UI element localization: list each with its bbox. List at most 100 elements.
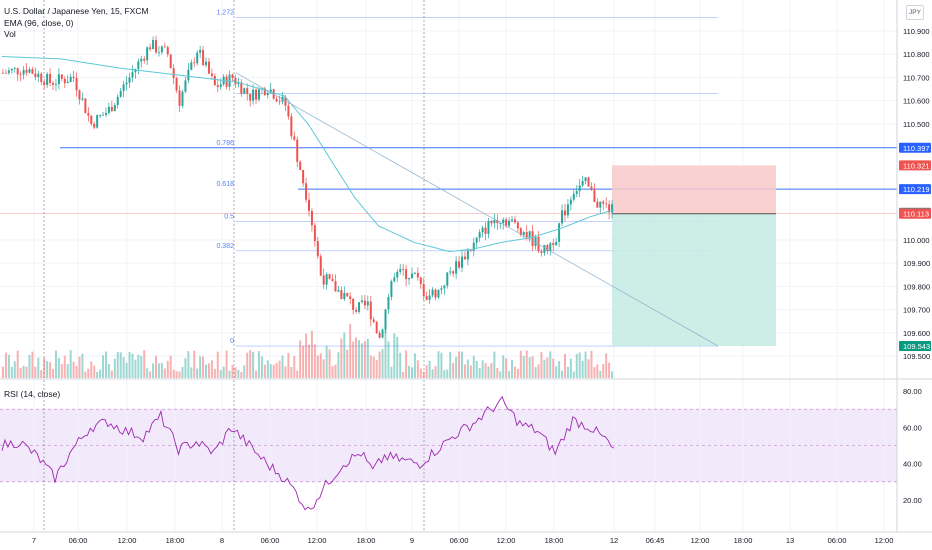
candle-body xyxy=(137,61,140,69)
volume-bar xyxy=(422,371,425,378)
volume-bar xyxy=(184,358,187,378)
volume-bar xyxy=(175,371,178,378)
volume-bar xyxy=(360,343,363,378)
volume-bar xyxy=(449,351,452,378)
candle-body xyxy=(40,73,43,82)
volume-bar xyxy=(328,349,331,378)
candle-body xyxy=(481,227,484,233)
volume-bar xyxy=(116,352,119,378)
candle-body xyxy=(16,68,19,75)
candle-body xyxy=(269,89,272,93)
candle-body xyxy=(428,295,431,300)
volume-bar xyxy=(563,353,566,378)
volume-bar xyxy=(275,362,278,378)
candle-body xyxy=(69,76,72,82)
candle-body xyxy=(566,204,569,216)
candle-body xyxy=(243,88,246,94)
candle-body xyxy=(52,82,55,85)
candle-body xyxy=(166,47,169,55)
volume-bar xyxy=(369,355,372,378)
price-tick-label: 109.700 xyxy=(903,306,930,315)
volume-bar xyxy=(487,366,490,378)
candle-body xyxy=(393,277,396,282)
take-profit-zone xyxy=(612,213,776,347)
candle-body xyxy=(313,225,316,242)
candle-body xyxy=(310,210,313,226)
candle-body xyxy=(505,219,508,226)
volume-bar xyxy=(502,355,505,378)
volume-bar xyxy=(246,352,249,378)
candle-body xyxy=(66,81,69,84)
candle-body xyxy=(581,181,584,186)
candle-body xyxy=(319,256,322,276)
candle-body xyxy=(146,47,149,61)
candle-body xyxy=(461,256,463,268)
candle-body xyxy=(28,69,31,73)
candle-body xyxy=(508,220,511,226)
candle-body xyxy=(316,241,319,257)
volume-bar xyxy=(496,368,499,378)
volume-bar xyxy=(546,357,549,378)
volume-bar xyxy=(611,371,614,378)
candle-body xyxy=(90,115,93,124)
volume-bar xyxy=(561,370,564,378)
candle-body xyxy=(575,191,578,194)
fib-level-label: 0.5 xyxy=(224,213,234,220)
volume-bar xyxy=(463,364,466,378)
volume-bar xyxy=(131,353,134,378)
volume-bar xyxy=(140,356,143,378)
candle-body xyxy=(534,237,537,247)
fib-level-label: 1.272 xyxy=(216,10,234,17)
candle-body xyxy=(487,220,490,234)
volume-bar xyxy=(431,369,434,378)
volume-bar xyxy=(149,371,152,378)
volume-bar xyxy=(528,357,531,378)
candle-body xyxy=(340,290,343,299)
candle-body xyxy=(249,93,252,101)
volume-bar xyxy=(157,363,160,378)
rsi-axis[interactable]: 80.00 60.00 40.00 20.00 xyxy=(903,387,922,505)
volume-bar xyxy=(213,368,216,378)
candle-body xyxy=(196,52,199,64)
time-tick-label: 06:00 xyxy=(828,536,847,545)
candle-body xyxy=(466,250,469,260)
volume-bar xyxy=(558,361,561,378)
volume-bar xyxy=(287,352,290,378)
volume-bar xyxy=(313,344,316,378)
volume-bar xyxy=(405,350,408,378)
currency-badge[interactable]: JPY xyxy=(906,5,924,20)
candle-body xyxy=(99,115,102,116)
volume-bar xyxy=(446,369,449,378)
candle-body xyxy=(225,76,228,87)
volume-bar xyxy=(281,355,284,378)
volume-bar xyxy=(202,356,205,378)
volume-bar xyxy=(163,368,166,378)
volume-bar xyxy=(472,355,475,378)
price-tick-label: 110.000 xyxy=(903,236,930,245)
volume-bar xyxy=(69,350,72,378)
candle-body xyxy=(175,78,178,91)
candle-body xyxy=(72,76,75,79)
volume-bar xyxy=(355,337,358,378)
price-axis[interactable]: 110.900 110.800 110.700 110.600 110.500 110.0… xyxy=(899,27,931,361)
candle-body xyxy=(181,91,184,106)
volume-bar xyxy=(410,367,413,378)
time-tick-label: 18:00 xyxy=(166,536,185,545)
candle-body xyxy=(358,302,361,312)
time-axis[interactable]: 7 06:00 12:00 18:00 8 06:00 12:00 18:00 9 06:00 12… xyxy=(32,536,893,545)
candle-body xyxy=(561,210,564,224)
candle-body xyxy=(140,58,143,62)
fib-level-label: 0.618 xyxy=(216,181,234,188)
fib-level-label: 0 xyxy=(230,338,234,345)
candle-body xyxy=(96,115,99,128)
candle-body xyxy=(555,241,558,246)
volume-bar xyxy=(119,352,122,378)
volume-bar xyxy=(505,358,508,378)
price-tag-label: 110.397 xyxy=(903,144,930,153)
candle-body xyxy=(163,46,166,48)
volume-bar xyxy=(152,363,155,378)
volume-bar xyxy=(240,371,243,378)
time-tick-label: 12:00 xyxy=(118,536,137,545)
candle-body xyxy=(455,261,458,274)
